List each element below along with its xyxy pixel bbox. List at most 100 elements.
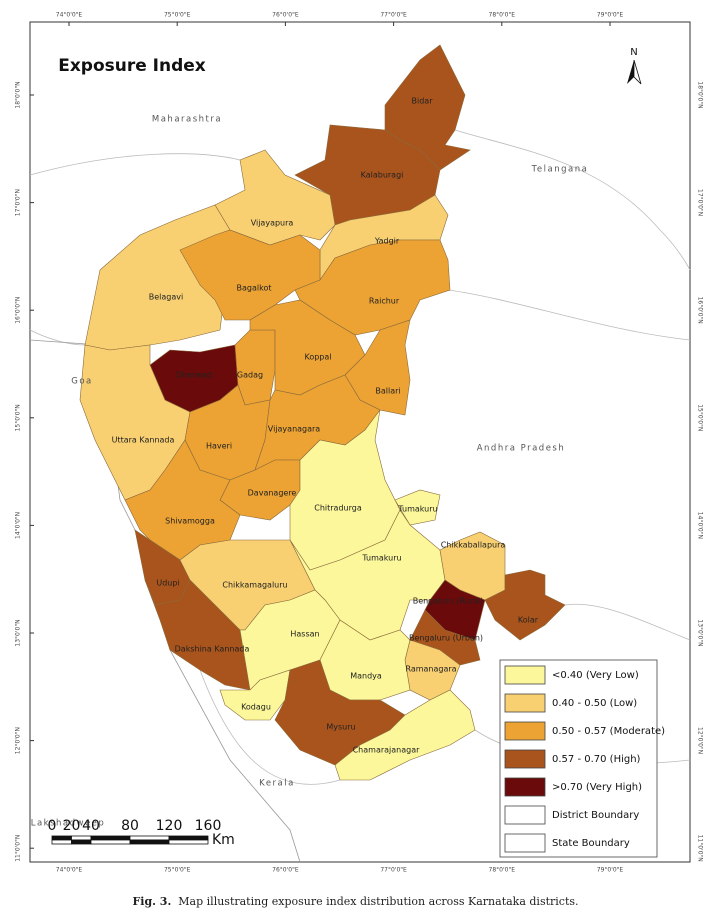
district-label: Ballari [375,387,400,396]
district-label: Chikkamagaluru [222,581,287,590]
district-label: Mysuru [326,723,355,732]
lon-label: 79°0'0"E [597,12,624,19]
legend-label: 0.57 - 0.70 (High) [552,754,641,765]
district-label: Chikkaballapura [441,541,506,550]
districts [79,44,566,781]
district-label: Belagavi [149,293,183,302]
district-label: Koppal [304,353,331,362]
neighbor-label: Kerala [259,779,295,789]
lon-label: 75°0'0"E [164,867,191,874]
district-label: Bengaluru (Urban) [409,634,483,643]
map-title: Exposure Index [58,56,206,76]
scale-label: 20 [63,818,81,834]
caption-text: Map illustrating exposure index distribu… [178,895,579,908]
district-label: Kalaburagi [361,171,404,180]
legend-swatch [504,693,546,713]
caption: Fig. 3. Map illustrating exposure index … [0,895,711,908]
lon-label: 75°0'0"E [164,12,191,19]
lon-label: 76°0'0"E [272,867,299,874]
district-label: Raichur [369,297,400,306]
lon-label: 76°0'0"E [272,12,299,19]
scale-segment [90,839,131,845]
district-label: Hassan [290,630,319,639]
scale-segment [90,835,131,841]
scale-label: 0 [48,818,57,834]
district [484,569,566,641]
neighbor-label: Maharashtra [152,115,222,125]
neighbor-label: Telangana [531,165,589,175]
lat-label: 15°0'0"N [15,404,22,431]
district-label: Dakshina Kannada [175,645,250,654]
lat-label: 11°0'0"N [15,835,22,862]
neighbor-label: Goa [71,377,93,387]
caption-label: Fig. 3. [132,895,172,908]
scale-label: 40 [82,818,100,834]
lat-label: 15°0'0"N [697,404,704,431]
lon-label: 77°0'0"E [380,12,407,19]
boundary-line [29,129,691,785]
scale-segment [129,835,170,841]
scale-segment [168,835,209,841]
district-label: Dharwad [176,371,212,380]
legend-swatch [504,833,546,853]
lat-label: 14°0'0"N [697,512,704,539]
legend-swatch [504,805,546,825]
district-label: Kodagu [241,703,271,712]
district-label: Udupi [156,579,179,588]
district-label: Chitradurga [314,504,362,513]
district-label: Yadgir [374,237,400,246]
north-arrow [633,59,642,85]
lat-label: 18°0'0"N [697,81,704,108]
lat-label: 13°0'0"N [15,619,22,646]
lat-label: 16°0'0"N [697,297,704,324]
district-label: Bagalkot [237,284,272,293]
scale-segment [129,839,170,845]
scale-label: 120 [156,818,183,834]
lon-label: 77°0'0"E [380,867,407,874]
legend-swatch [504,665,546,685]
lat-label: 11°0'0"N [697,835,704,862]
district-labels: Bidar Kalaburagi Vijayapura Yadgir Belagavi B… [112,97,539,755]
scale-segment [168,839,209,845]
north-arrow [627,60,634,84]
lat-label: 17°0'0"N [15,189,22,216]
district [334,689,476,781]
lon-label: 78°0'0"E [489,867,516,874]
legend-label: 0.40 - 0.50 (Low) [552,698,637,709]
scale-unit: Km [212,832,235,848]
district-label: Ramanagara [405,665,456,674]
district-label: Mandya [350,672,382,681]
lat-label: 12°0'0"N [697,727,704,754]
district-label: Vijayapura [251,219,294,228]
lon-label: 79°0'0"E [597,867,624,874]
legend-label: State Boundary [552,838,630,849]
legend-label: District Boundary [552,810,639,821]
legend-swatch [504,721,546,741]
lat-label: 14°0'0"N [15,512,22,539]
lat-label: 13°0'0"N [697,619,704,646]
north-label: N [630,47,637,58]
scale-segment [51,835,72,841]
scale-segment [71,839,92,845]
legend-label: 0.50 - 0.57 (Moderate) [552,726,665,737]
neighbor-label: Andhra Pradesh [477,444,566,454]
lat-label: 18°0'0"N [15,81,22,108]
lon-label: 74°0'0"E [56,12,83,19]
legend-swatch [504,777,546,797]
legend-label: <0.40 (Very Low) [552,670,639,681]
scale-label: 80 [121,818,139,834]
district-label: Shivamogga [165,517,215,526]
lat-label: 16°0'0"N [15,297,22,324]
district-label: Vijayanagara [268,425,321,434]
lat-label: 12°0'0"N [15,727,22,754]
legend-label: >0.70 (Very High) [552,782,642,793]
district-label: Tumakuru [361,554,401,563]
lat-label: 17°0'0"N [697,189,704,216]
district-label: Haveri [206,442,232,451]
scale-label: 160 [195,818,222,834]
district-label: Tumakuru [397,505,437,514]
district [214,149,336,246]
scale-segment [71,835,92,841]
district-label: Bidar [412,97,434,106]
